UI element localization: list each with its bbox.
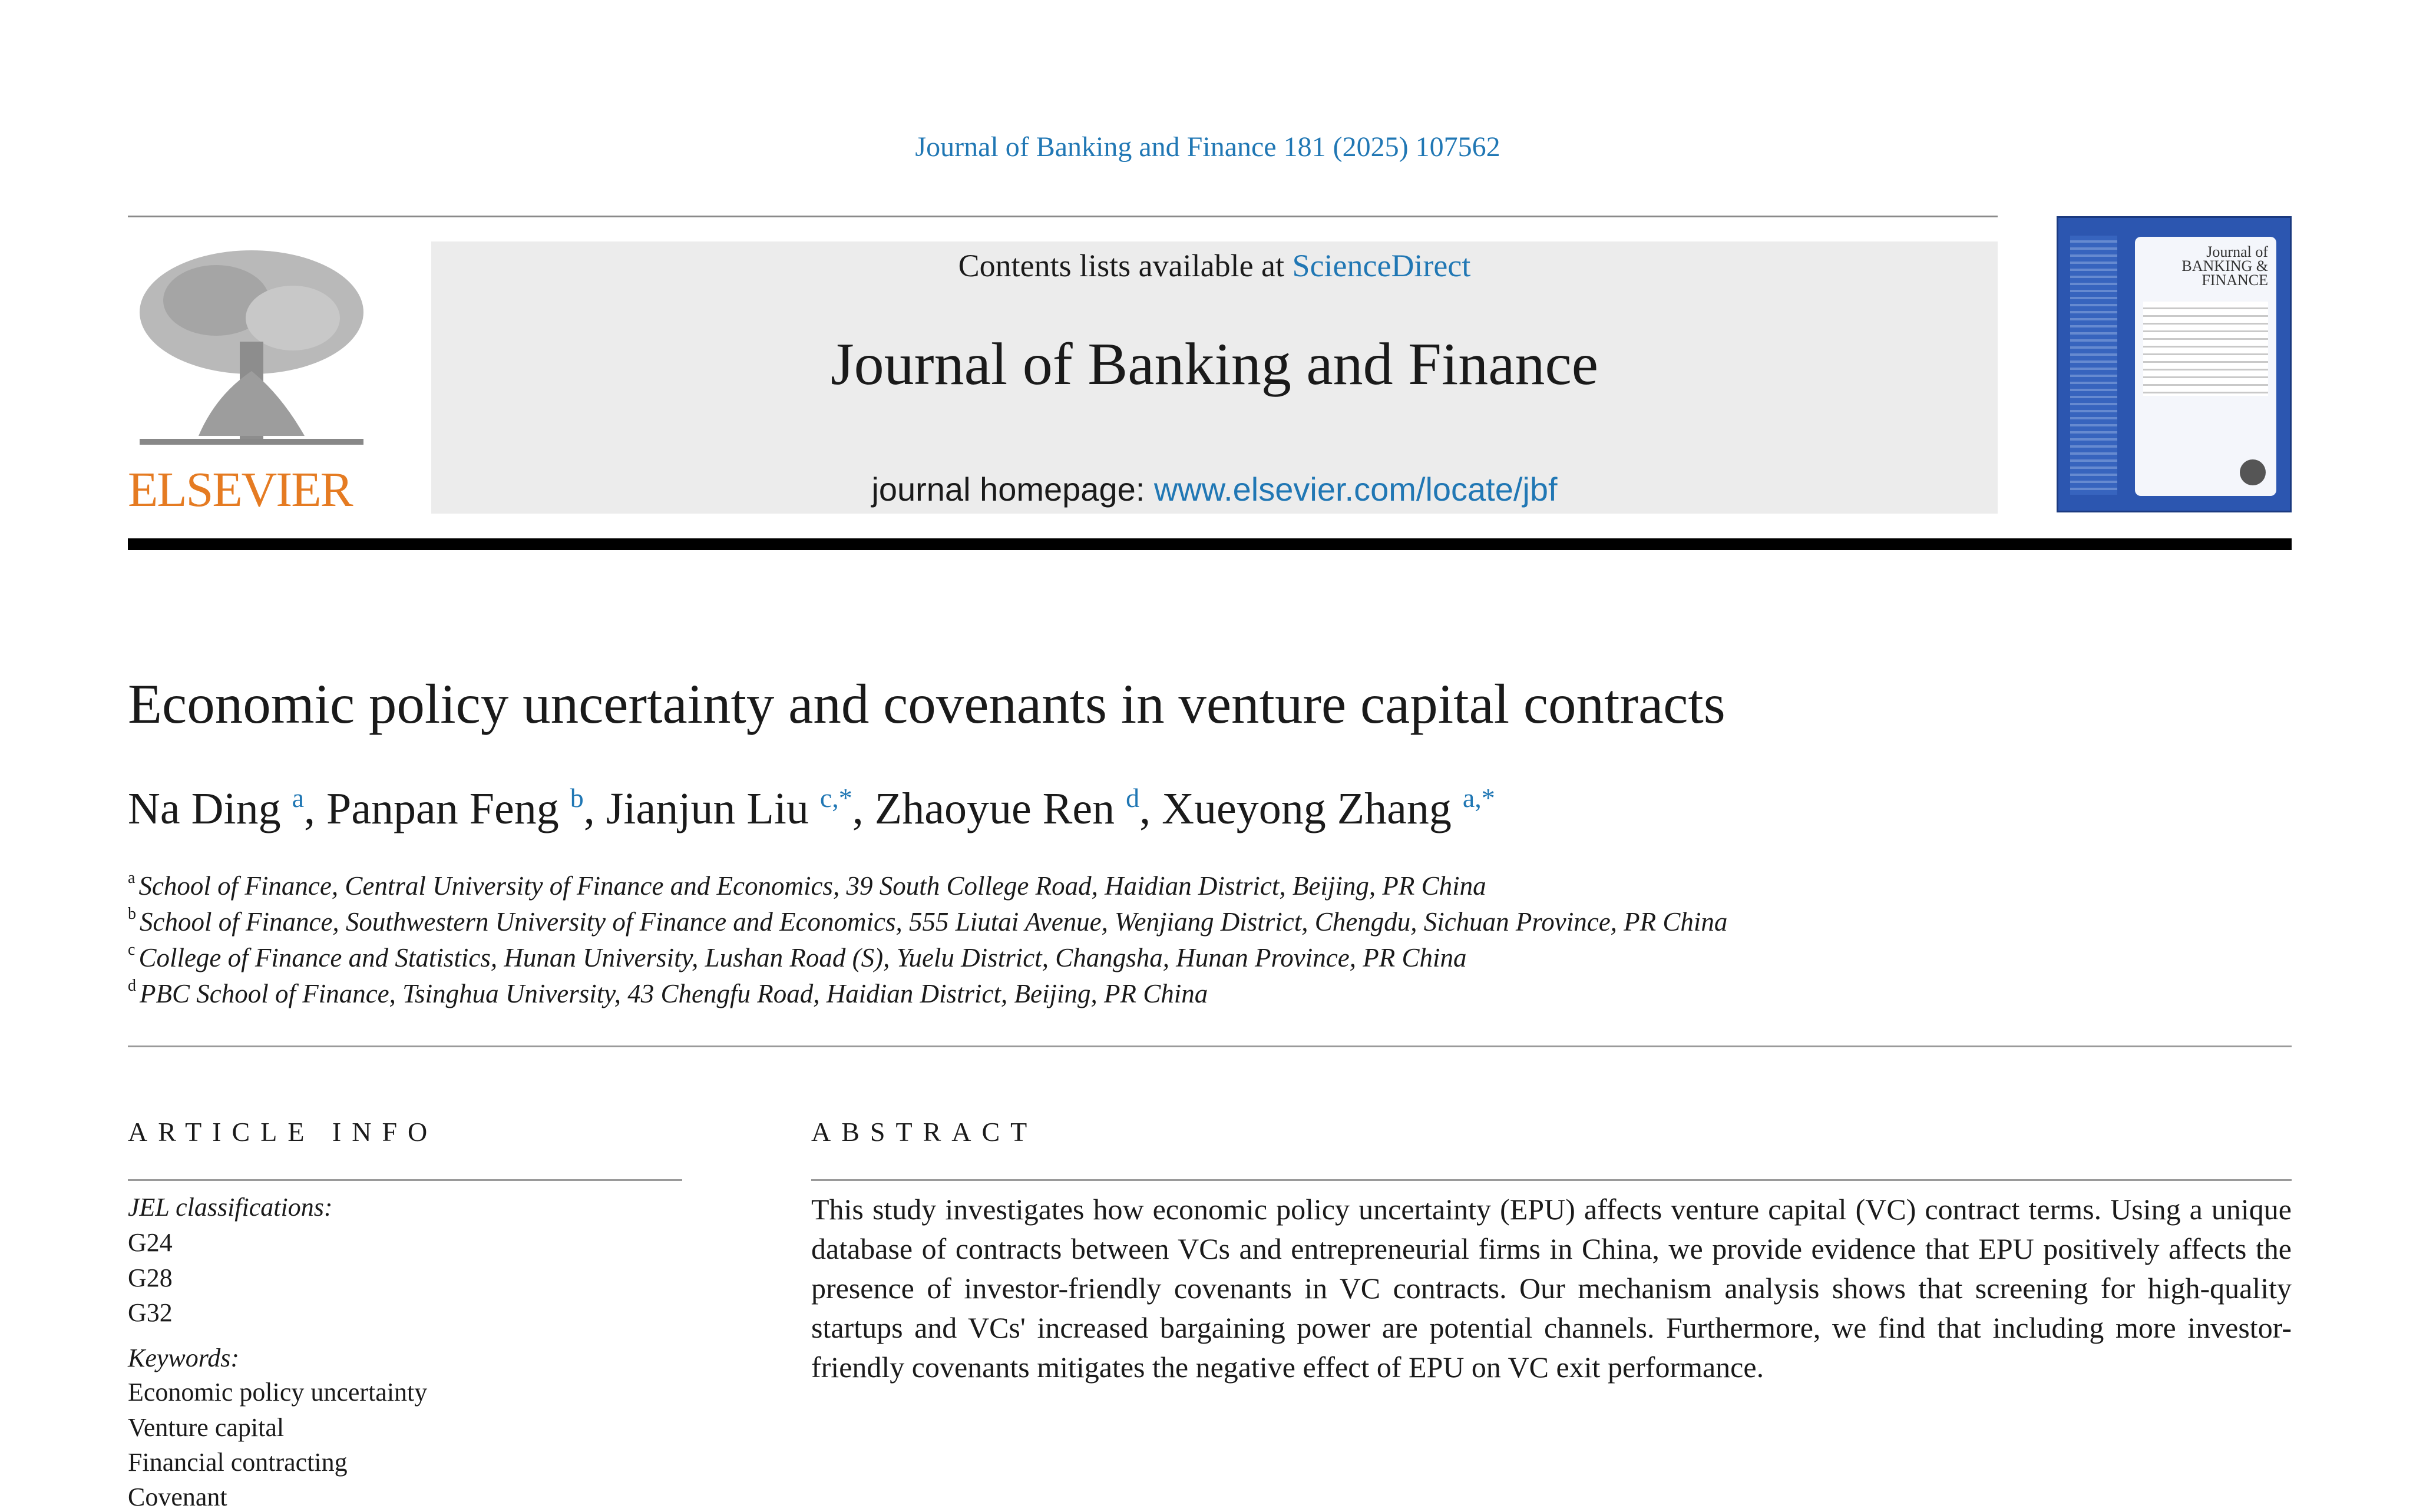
header-bar: [128, 538, 2292, 550]
tree-icon: [140, 250, 363, 445]
keywords-label: Keywords:: [128, 1344, 240, 1372]
keyword: Venture capital: [128, 1413, 285, 1442]
journal-citation-link[interactable]: Journal of Banking and Finance 181 (2025…: [915, 131, 1500, 163]
article-info-heading: ARTICLE INFO: [128, 1117, 438, 1147]
seal-icon: [2240, 459, 2266, 485]
keyword: Financial contracting: [128, 1448, 348, 1477]
abstract-heading: ABSTRACT: [811, 1117, 1038, 1147]
abstract-text: This study investigates how economic pol…: [811, 1193, 2292, 1384]
divider: [811, 1179, 2292, 1181]
contents-line: Contents lists available at ScienceDirec…: [958, 248, 1471, 283]
affiliation: a School of Finance, Central University o…: [128, 869, 1486, 901]
author[interactable]: Zhaoyue Ren d: [874, 783, 1140, 833]
jel-code: G32: [128, 1298, 173, 1327]
author[interactable]: Xueyong Zhang a,*: [1162, 783, 1495, 833]
author[interactable]: Na Ding a: [128, 783, 305, 833]
jel-code: G24: [128, 1228, 173, 1257]
journal-title: Journal of Banking and Finance: [830, 331, 1599, 398]
author[interactable]: Jianjun Liu c,*: [606, 783, 852, 833]
divider: [128, 216, 1998, 217]
author[interactable]: Panpan Feng b: [326, 783, 584, 833]
homepage-line: journal homepage: www.elsevier.com/locat…: [871, 471, 1558, 508]
keyword: Covenant: [128, 1483, 227, 1511]
elsevier-logo: ELSEVIER: [128, 241, 375, 518]
article-title: Economic policy uncertainty and covenant…: [128, 673, 1726, 735]
affiliation: c College of Finance and Statistics, Huna…: [128, 941, 1467, 973]
jel-code: G28: [128, 1263, 173, 1292]
homepage-link[interactable]: www.elsevier.com/locate/jbf: [1153, 471, 1558, 508]
affiliation: b School of Finance, Southwestern Univers…: [128, 905, 1728, 937]
journal-cover-image[interactable]: Journal of BANKING & FINANCE: [2057, 216, 2292, 512]
affiliation: d PBC School of Finance, Tsinghua Univers…: [128, 977, 1208, 1009]
journal-header-box: Contents lists available at ScienceDirec…: [431, 241, 1998, 514]
sciencedirect-link[interactable]: ScienceDirect: [1292, 248, 1471, 283]
keyword: Economic policy uncertainty: [128, 1378, 428, 1407]
divider: [128, 1046, 2292, 1047]
jel-label: JEL classifications:: [128, 1193, 333, 1222]
divider: [128, 1179, 682, 1181]
author-list: Na Ding a, Panpan Feng b, Jianjun Liu c,…: [128, 783, 1495, 833]
